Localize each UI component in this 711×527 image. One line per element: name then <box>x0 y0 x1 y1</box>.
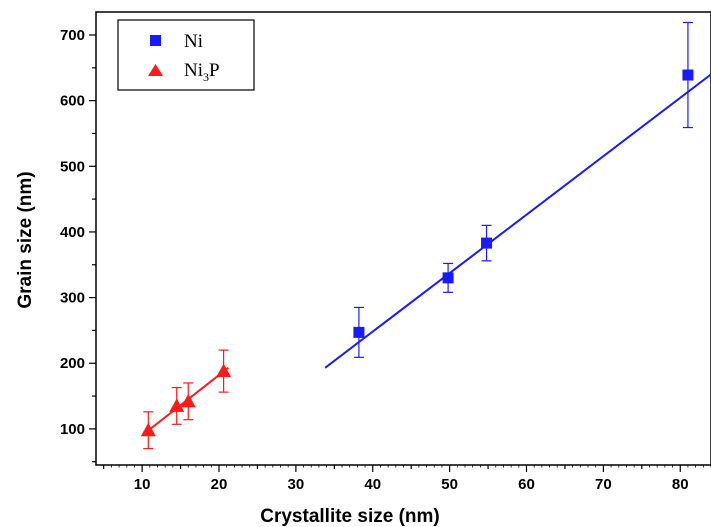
data-point-ni3p <box>216 364 231 378</box>
legend-label-ni: Ni <box>184 31 203 52</box>
x-axis-title: Crystallite size (nm) <box>260 506 440 527</box>
x-tick-label: 10 <box>134 476 151 493</box>
data-point-ni3p <box>141 423 156 437</box>
legend-label-ni3p: Ni3P <box>184 60 220 84</box>
data-point-ni <box>481 238 492 249</box>
y-tick-label: 200 <box>60 355 85 372</box>
legend-ni3p-suffix: P <box>209 60 220 81</box>
y-tick-label: 600 <box>60 93 85 110</box>
data-point-ni <box>682 70 693 81</box>
y-tick-label: 700 <box>60 27 85 44</box>
legend-square-marker <box>150 35 161 46</box>
x-tick-label: 30 <box>288 476 305 493</box>
x-tick-label: 60 <box>518 476 535 493</box>
data-point-ni <box>443 272 454 283</box>
fit-line-ni <box>325 74 711 367</box>
x-tick-label: 70 <box>595 476 612 493</box>
legend: Ni Ni3P <box>118 20 254 90</box>
x-tick-label: 40 <box>364 476 381 493</box>
x-tick-label: 20 <box>211 476 228 493</box>
y-tick-label: 300 <box>60 290 85 307</box>
x-tick-label: 80 <box>672 476 689 493</box>
data-point-ni <box>353 327 364 338</box>
y-tick-label: 500 <box>60 158 85 175</box>
x-tick-label: 50 <box>441 476 458 493</box>
legend-ni3p-base: Ni <box>184 60 203 81</box>
y-axis-title: Grain size (nm) <box>15 171 36 308</box>
y-tick-label: 400 <box>60 224 85 241</box>
y-tick-label: 100 <box>60 421 85 438</box>
